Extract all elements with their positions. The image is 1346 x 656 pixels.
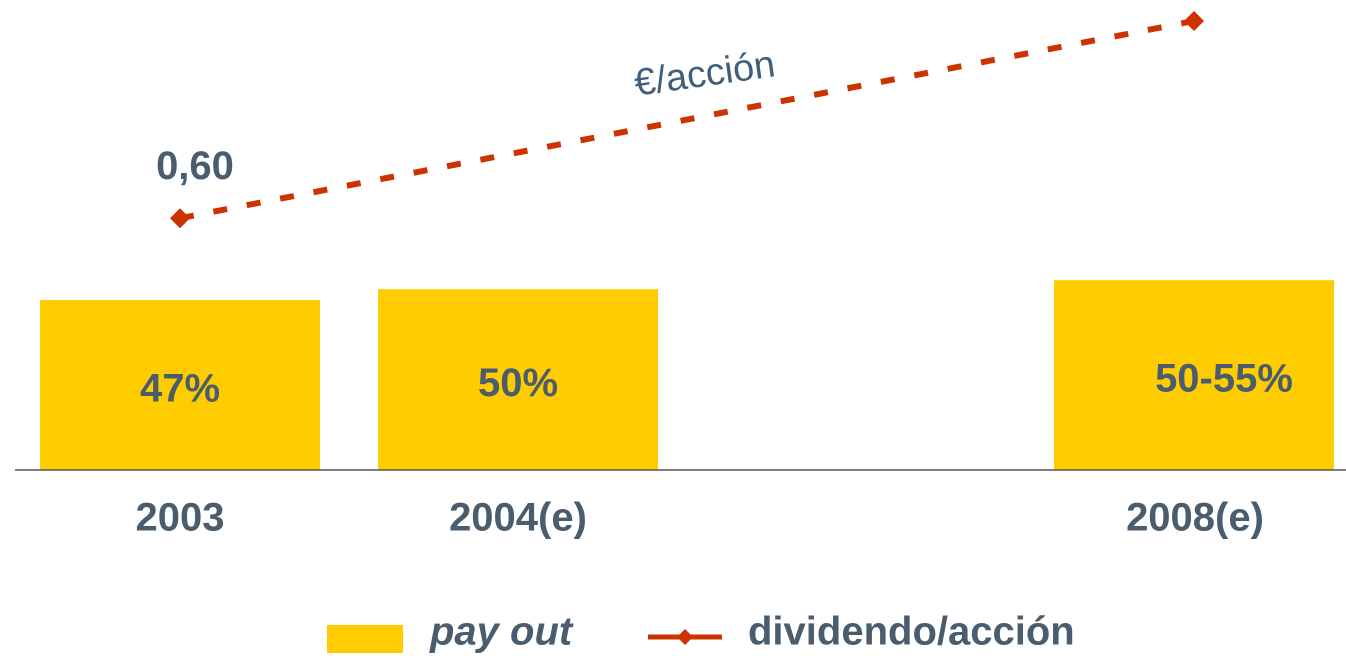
annotation: €/acción bbox=[632, 43, 778, 104]
bar-value-label: 50-55% bbox=[1155, 357, 1293, 401]
x-tick-label: 2008(e) bbox=[1126, 496, 1264, 540]
line-marker bbox=[170, 208, 190, 229]
bar-value-label: 47% bbox=[140, 367, 220, 411]
legend-label: dividendo/acción bbox=[748, 610, 1075, 654]
dividend-line bbox=[179, 18, 1195, 222]
legend-swatch bbox=[327, 625, 403, 653]
line-value-label: 0,60 bbox=[156, 144, 234, 188]
x-tick-label: 2003 bbox=[136, 496, 225, 540]
legend-marker bbox=[677, 629, 693, 645]
bar bbox=[40, 300, 320, 470]
line-marker bbox=[1184, 10, 1204, 31]
bar bbox=[1054, 280, 1334, 470]
x-tick-label: 2004(e) bbox=[449, 496, 587, 540]
bar-value-label: 50% bbox=[478, 361, 558, 405]
legend-label: pay out bbox=[429, 610, 574, 654]
bar bbox=[378, 289, 658, 470]
